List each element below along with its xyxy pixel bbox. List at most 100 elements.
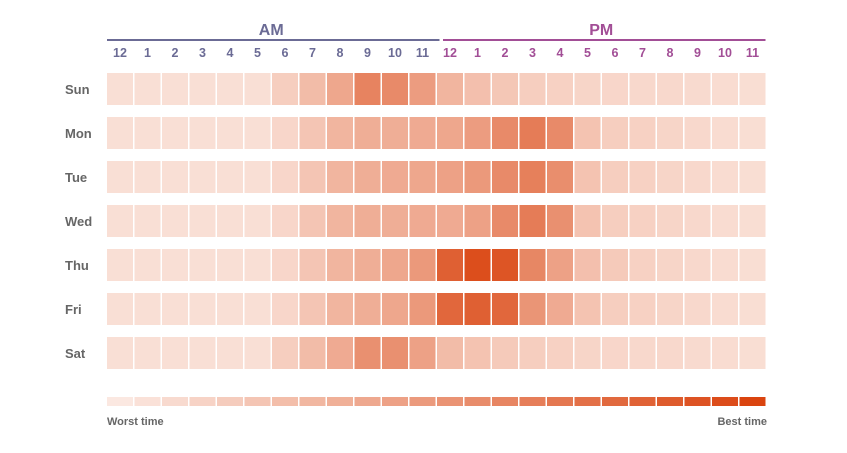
heatmap-cell	[574, 205, 601, 237]
heatmap-cell	[409, 293, 436, 325]
hour-label: 1	[144, 46, 151, 60]
heatmap-cell	[244, 249, 271, 281]
heatmap-cell	[162, 337, 188, 369]
heatmap-cell	[299, 249, 326, 281]
heatmap-cell	[354, 205, 381, 237]
heatmap-cell	[409, 249, 436, 281]
heatmap-cell	[189, 249, 216, 281]
heatmap-cell	[272, 205, 298, 237]
hour-label: 3	[529, 46, 536, 60]
scale-swatch	[354, 397, 381, 406]
heatmap-cell	[492, 337, 518, 369]
heatmap-cell	[107, 117, 133, 149]
heatmap-cell	[217, 293, 243, 325]
hour-label: 7	[639, 46, 646, 60]
heatmap-cell	[134, 249, 161, 281]
heatmap-cell	[492, 293, 518, 325]
heatmap-cell	[519, 249, 546, 281]
heatmap-cell	[547, 293, 573, 325]
heatmap-cell	[327, 117, 353, 149]
heatmap-cell	[162, 293, 188, 325]
scale-swatch	[189, 397, 216, 406]
heatmap-cell	[244, 161, 271, 193]
scale-swatch	[134, 397, 161, 406]
heatmap-cell	[272, 293, 298, 325]
heatmap-cell	[382, 161, 408, 193]
scale-swatch	[739, 397, 766, 406]
heatmap-cell	[739, 73, 766, 105]
heatmap-cell	[712, 73, 738, 105]
heatmap-cell	[547, 73, 573, 105]
heatmap-cell	[739, 205, 766, 237]
heatmap-cell	[547, 161, 573, 193]
hour-label: 4	[557, 46, 564, 60]
hour-label: 11	[416, 46, 429, 60]
heatmap-cell	[492, 249, 518, 281]
heatmap-cell	[437, 117, 463, 149]
day-label: Fri	[65, 302, 82, 317]
heatmap-cell	[354, 161, 381, 193]
period-label-am: AM	[259, 22, 284, 39]
hour-label: 10	[718, 46, 732, 60]
heatmap-cell	[464, 337, 491, 369]
hour-axis: 12 1 2 3 4 5 6 7 8 9 10 11 12 1 2 3 4 5 6 7 8 9 10 11	[113, 46, 759, 60]
heatmap-cell	[547, 249, 573, 281]
heatmap-cell	[107, 293, 133, 325]
heatmap-cell	[272, 249, 298, 281]
scale-swatch	[299, 397, 326, 406]
heatmap-cell	[162, 117, 188, 149]
heatmap-cell	[134, 293, 161, 325]
hour-label: 9	[364, 46, 371, 60]
heatmap-cell	[684, 161, 711, 193]
day-axis: Sun Mon Tue Wed Thu Fri Sat	[65, 82, 92, 361]
heatmap-cell	[629, 205, 656, 237]
hour-label: 3	[199, 46, 206, 60]
period-headers: AM PM	[107, 22, 766, 41]
heatmap-cell	[492, 73, 518, 105]
heatmap-cell	[602, 161, 628, 193]
hour-label: 7	[309, 46, 316, 60]
heatmap-cell	[629, 249, 656, 281]
heatmap-cell	[602, 293, 628, 325]
heatmap-cell	[574, 117, 601, 149]
hour-label: 6	[612, 46, 619, 60]
heatmap-cell	[574, 337, 601, 369]
heatmap-cell	[602, 249, 628, 281]
heatmap-cell	[327, 249, 353, 281]
scale-swatch	[382, 397, 408, 406]
heatmap-cell	[574, 293, 601, 325]
heatmap-cell	[464, 73, 491, 105]
heatmap-cell	[519, 161, 546, 193]
hour-label: 1	[474, 46, 481, 60]
heatmap-cell	[464, 205, 491, 237]
heatmap-cell	[382, 337, 408, 369]
heatmap-cell	[189, 337, 216, 369]
scale-swatch	[217, 397, 243, 406]
heatmap-cell	[657, 161, 683, 193]
day-label: Mon	[65, 126, 92, 141]
heatmap-cell	[519, 205, 546, 237]
hour-label: 6	[282, 46, 289, 60]
hour-label: 2	[502, 46, 509, 60]
heatmap-cell	[217, 337, 243, 369]
heatmap-cell	[244, 73, 271, 105]
heatmap-cell	[382, 249, 408, 281]
hour-label: 12	[113, 46, 127, 60]
heatmap-cell	[739, 117, 766, 149]
heatmap-cell	[712, 205, 738, 237]
heatmap-cell	[134, 337, 161, 369]
heatmap-cell	[354, 337, 381, 369]
heatmap-cell	[547, 337, 573, 369]
heatmap-cell	[189, 73, 216, 105]
heatmap-cell	[464, 117, 491, 149]
day-label: Tue	[65, 170, 87, 185]
heatmap-cell	[162, 73, 188, 105]
heatmap-cell	[602, 73, 628, 105]
heatmap-cell	[684, 73, 711, 105]
heatmap-cell	[657, 117, 683, 149]
heatmap-cell	[629, 293, 656, 325]
heatmap-cell	[437, 293, 463, 325]
heatmap-cell	[712, 117, 738, 149]
heatmap-cell	[382, 293, 408, 325]
